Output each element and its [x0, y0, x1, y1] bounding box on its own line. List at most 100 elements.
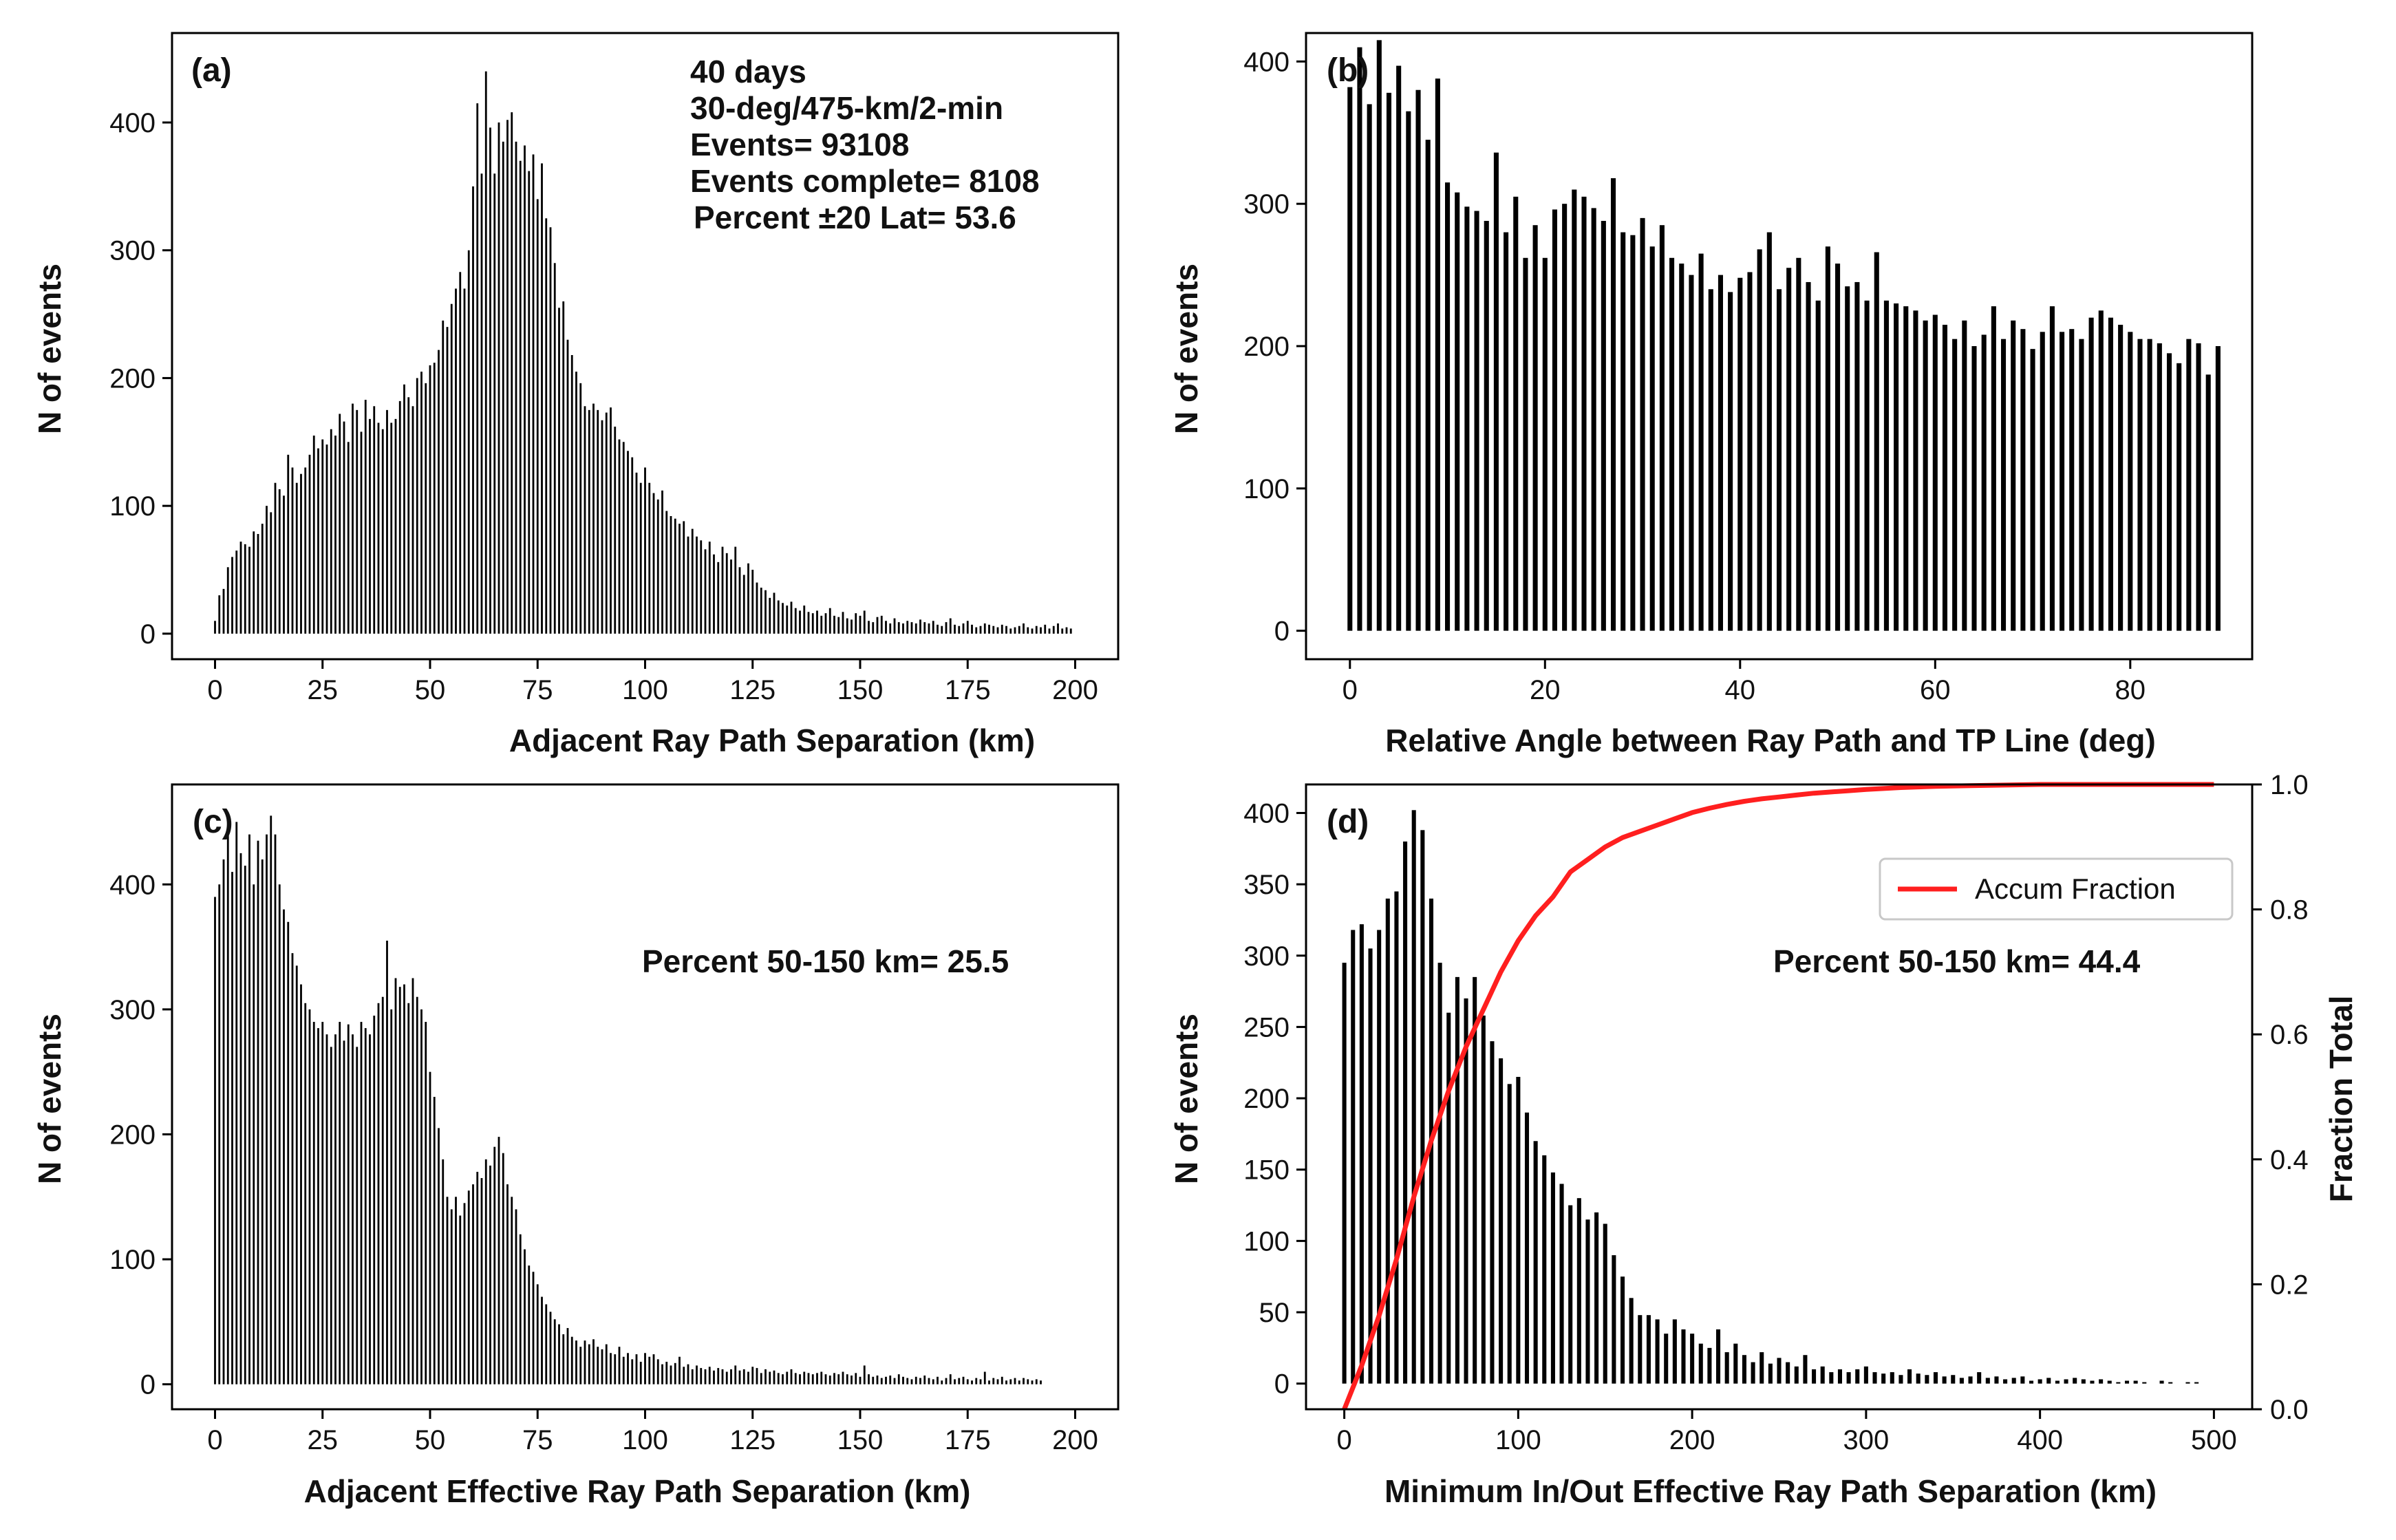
panel-c-bar	[846, 1374, 848, 1384]
panel-c-bar	[566, 1327, 569, 1384]
panel-d-bar	[2073, 1378, 2077, 1384]
panel-b-bar	[1610, 178, 1616, 631]
panel-c-bar	[678, 1356, 681, 1384]
panel-d-bar	[1455, 976, 1459, 1384]
panel-d-bar	[1916, 1373, 1921, 1384]
panel-c-bar	[524, 1249, 526, 1384]
panel-a-bar	[266, 506, 268, 634]
panel-a-bar	[484, 71, 487, 634]
panel-c-bar	[484, 1159, 487, 1384]
panel-c-bar	[880, 1378, 883, 1384]
panel-c-bar	[656, 1359, 659, 1384]
panel-d-bar	[1612, 1255, 1616, 1384]
panel-a-bar	[450, 303, 453, 634]
panel-c-bar	[889, 1375, 892, 1384]
panel-c-bar	[897, 1374, 900, 1384]
panel-a-bar	[937, 624, 939, 634]
panel-a-bar	[575, 372, 577, 634]
panel-c-bar	[713, 1370, 715, 1384]
panel-d-bar	[1855, 1369, 1860, 1384]
panel-d-bar	[1803, 1355, 1808, 1384]
panel-d-bar	[1672, 1319, 1677, 1384]
panel-d-bar	[2064, 1379, 2068, 1384]
panel-c-bar	[214, 897, 216, 1384]
panel-a-bar	[467, 250, 470, 634]
panel-b-bar	[1415, 89, 1421, 631]
panel-b-bar	[1737, 277, 1743, 631]
panel-a-bar	[863, 610, 866, 634]
panel-b-bar	[1825, 246, 1830, 631]
panel-d-bar	[1585, 1219, 1590, 1384]
panel-a-bar	[614, 427, 617, 634]
panel-d-y-tick-label-6: 300	[1243, 941, 1290, 972]
panel-a-bar	[317, 448, 319, 634]
panel-d-bar	[1872, 1372, 1877, 1384]
panel-d-bars	[1342, 810, 2199, 1384]
panel-c-bar	[992, 1378, 995, 1384]
panel-d-bar	[1664, 1334, 1669, 1384]
panel-d-y-tick-label-7: 350	[1243, 870, 1290, 900]
panel-d-y-tick-label-5: 250	[1243, 1012, 1290, 1042]
panel-b-bar	[1874, 252, 1879, 631]
panel-a-bar	[429, 365, 431, 634]
panel-b-bar	[2166, 353, 2172, 631]
panel-a-bar	[751, 570, 754, 634]
panel-c-bar	[339, 1022, 341, 1384]
panel-c-bar	[914, 1376, 917, 1384]
panel-a-bar	[373, 406, 376, 634]
panel-c-bar	[855, 1373, 857, 1384]
panel-c-bar	[317, 1028, 319, 1384]
panel-d-bar	[1499, 1058, 1504, 1384]
panel-d-x-tick-label-4: 400	[2017, 1425, 2063, 1455]
panel-d-y-right-tick-label-4: 0.8	[2270, 895, 2309, 926]
panel-b-bar	[2196, 343, 2201, 631]
panel-d-bar	[1890, 1372, 1894, 1384]
panel-b-bar	[2108, 317, 2114, 631]
panel-a-bar	[1005, 625, 1007, 634]
panel-a-bar	[330, 429, 332, 634]
panel-d-bar	[1759, 1352, 1764, 1384]
panel-c-bar	[352, 1034, 354, 1384]
panel-c-bar	[988, 1380, 990, 1384]
panel-d-bar	[1629, 1298, 1634, 1384]
panel-c-bar	[872, 1376, 875, 1384]
panel-a-bar	[270, 512, 272, 634]
panel-d-bar	[2090, 1380, 2095, 1384]
panel-c-bar	[429, 1071, 431, 1384]
panel-a-bar	[592, 403, 595, 634]
panel-a-bar	[652, 493, 655, 634]
panel-c-bar	[811, 1374, 814, 1384]
panel-b-bar	[2030, 349, 2035, 631]
panel-d-bar	[1655, 1319, 1660, 1384]
panel-c-bar	[799, 1374, 801, 1384]
panel-a-x-tick-label-0: 0	[207, 675, 222, 705]
panel-a-bar	[851, 619, 853, 634]
panel-b-bar	[1718, 275, 1723, 631]
panel-a-x-label: Adjacent Ray Path Separation (km)	[509, 723, 1035, 758]
panel-a-bar	[670, 516, 672, 634]
panel-a-bar	[562, 301, 565, 634]
panel-c-x-ticks: 0 25 50 75 100 125 150 175 200	[207, 1409, 1098, 1455]
panel-d-bar	[1716, 1329, 1721, 1384]
panel-a-y-tick-label-1: 100	[109, 491, 156, 522]
panel-c-bar	[828, 1375, 831, 1384]
panel-c-bar	[794, 1373, 797, 1384]
panel-a-bar	[678, 524, 681, 634]
panel-d-bar	[1837, 1369, 1842, 1384]
panel-c-bar	[511, 1197, 513, 1384]
panel-c-bar	[463, 1203, 466, 1384]
panel-a-bar	[261, 524, 264, 634]
panel-b-x-tick-label-4: 80	[2115, 675, 2146, 705]
panel-c-bar	[906, 1378, 909, 1384]
panel-c-bar	[330, 1047, 332, 1384]
panel-b-bar	[1523, 257, 1528, 631]
panel-b-bar	[1971, 346, 1977, 631]
panel-d-bar	[1898, 1375, 1903, 1384]
panel-d-bar	[2159, 1380, 2164, 1384]
panel-c-bar	[751, 1367, 754, 1384]
panel-c-bar	[639, 1361, 642, 1384]
panel-c-bar	[373, 1015, 376, 1384]
panel-a-bar	[919, 619, 921, 634]
panel-d-bar	[2037, 1379, 2042, 1384]
panel-d-bar	[1464, 998, 1468, 1384]
